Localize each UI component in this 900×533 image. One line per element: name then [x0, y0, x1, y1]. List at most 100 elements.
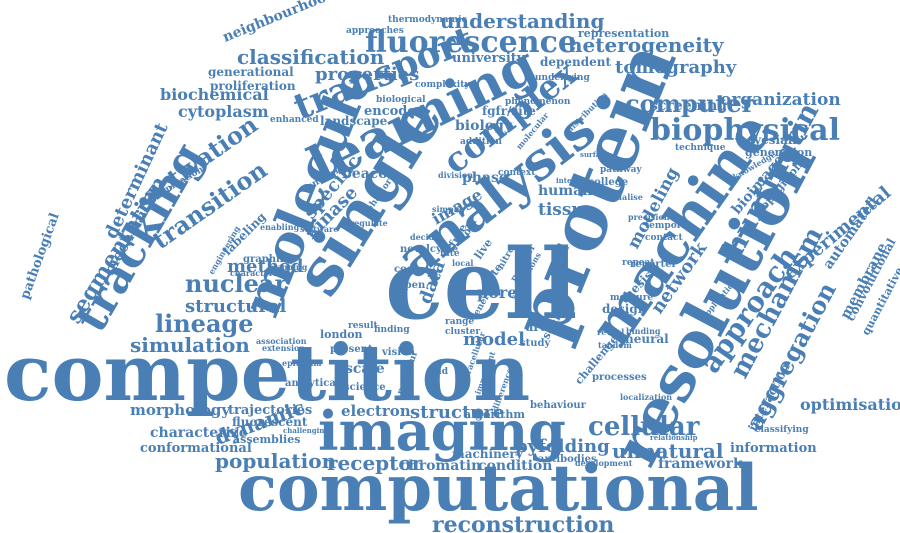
cloud-word-repeat: repeat — [622, 258, 655, 268]
cloud-word-challenging: challenging — [283, 426, 329, 435]
cloud-word-phenomenon: phenomenon — [505, 97, 571, 107]
cloud-word-fate: fate — [440, 249, 460, 259]
cloud-word-receptor: receptor — [327, 451, 423, 475]
cloud-word-lineage: lineage — [155, 309, 254, 338]
cloud-word-condition: condition — [478, 458, 552, 474]
cloud-word-association: association — [256, 336, 307, 346]
cloud-word-complexity: complexity — [415, 80, 470, 90]
cloud-word-measure: measure — [610, 293, 653, 303]
cloud-word-university: university — [452, 51, 525, 66]
cloud-word-representation: representation — [578, 27, 669, 40]
cloud-word-generation: generation — [745, 146, 812, 159]
cloud-word-nuclear: nuclear — [185, 269, 287, 298]
cloud-word-computational: computational — [238, 451, 759, 526]
cloud-word-model: model — [463, 329, 525, 350]
cloud-word-antibodies: antibodies — [538, 454, 597, 465]
cloud-word-development: development — [575, 458, 633, 468]
cloud-word-bayesian: bayesian — [738, 133, 797, 147]
cloud-word-division: division — [438, 170, 473, 180]
cloud-word-proliferation: proliferation — [210, 79, 296, 93]
cloud-word-approaches: approaches — [346, 26, 404, 36]
cloud-word-extension: extension — [262, 343, 305, 353]
cloud-word-framework: framework — [658, 456, 743, 472]
cloud-word-design: design — [602, 302, 647, 316]
cloud-word-understanding: understanding — [440, 9, 604, 33]
cloud-word-human: human — [538, 183, 592, 199]
cloud-word-context: context — [498, 168, 536, 178]
cloud-word-epithelia: epithelia — [282, 358, 322, 368]
cloud-word-acid: acid — [427, 367, 449, 377]
cloud-word-biochemical: biochemical — [160, 85, 269, 104]
cloud-word-precision: precision — [628, 212, 670, 222]
cloud-word-heterogeneity: heterogeneity — [568, 33, 725, 57]
cloud-word-phase: phase — [462, 170, 508, 186]
cloud-word-cell: cell — [385, 228, 577, 341]
cloud-word-result: result — [348, 321, 378, 331]
cloud-word-neighbourhood: neighbourhood — [221, 0, 338, 46]
cloud-word-optimisation: optimisation — [800, 395, 900, 414]
cloud-word-method: method — [227, 256, 304, 277]
cloud-word-biophysical: biophysical — [650, 113, 840, 148]
cloud-word-finding: finding — [374, 325, 410, 335]
cloud-word-local: local — [452, 258, 473, 268]
cloud-word-binding: binding — [626, 326, 661, 336]
cloud-word-enabling: enabling — [260, 222, 300, 232]
cloud-word-imaging: imaging — [318, 399, 566, 463]
cloud-word-relationship: relationship — [650, 433, 698, 442]
cloud-word-unnatural: unnatural — [612, 439, 724, 463]
cloud-word-decide: decide — [410, 232, 439, 242]
cloud-word-contact: contact — [645, 233, 683, 243]
cloud-word-science: science — [344, 382, 386, 393]
cloud-word-fluorescent: fluorescent — [232, 415, 308, 429]
cloud-word-trajectories: trajectories — [228, 403, 312, 418]
cloud-word-biology: biology — [455, 118, 513, 134]
cloud-word-mapping: mapping — [268, 262, 308, 272]
cloud-word-pathway: pathway — [600, 165, 642, 175]
cloud-word-technique: technique — [675, 143, 726, 153]
cloud-word-information: information — [730, 441, 817, 456]
cloud-word-organization: organization — [720, 90, 841, 110]
cloud-word-biological: biological — [376, 95, 426, 105]
cloud-word-tomography: tomography — [615, 57, 737, 78]
cloud-word-cellular: cellular — [588, 412, 700, 442]
cloud-word-cluster: cluster — [445, 327, 480, 337]
cloud-word-algorithm: algorithm — [464, 408, 525, 421]
cloud-word-code: code — [394, 264, 420, 275]
cloud-word-encoded: encoded — [364, 104, 425, 119]
cloud-word-internal: internal — [556, 176, 588, 185]
cloud-word-reporter: reporter — [630, 259, 678, 270]
cloud-word-simple: simple — [432, 204, 462, 214]
cloud-word-localization: localization — [620, 392, 672, 402]
cloud-word-fgfr-site: fgfr/site — [482, 104, 536, 118]
cloud-word-drug: drug — [525, 320, 557, 334]
cloud-word-visualise: visualise — [603, 192, 643, 202]
cloud-word-vision: vision — [381, 347, 416, 358]
cloud-word-population: population — [215, 449, 337, 473]
cloud-word-characterize: characterize — [150, 425, 248, 441]
cloud-word-assemblies: assemblies — [233, 433, 300, 446]
cloud-word-tandem: tandem — [598, 340, 632, 350]
cloud-word-london: london — [320, 328, 363, 341]
cloud-word-computer: computer — [625, 89, 755, 118]
cloud-word-pathological: pathological — [18, 211, 63, 301]
cloud-word-competition: competition — [4, 328, 530, 419]
cloud-word-morphology: morphology — [130, 401, 231, 419]
cloud-word-software: software — [300, 224, 338, 234]
cloud-word-dependent: dependent — [540, 55, 612, 69]
cloud-word-enhanced: enhanced — [270, 115, 319, 125]
cloud-word-generational: generational — [208, 65, 294, 79]
cloud-word-cytoplasm: cytoplasm — [178, 102, 269, 121]
cloud-word-range: range — [445, 317, 474, 327]
cloud-word-fluorescence: fluorescence — [365, 25, 577, 60]
cloud-word-college: college — [588, 177, 628, 188]
cloud-word-underlying: underlying — [535, 73, 590, 83]
cloud-word-scale: scale — [345, 361, 385, 377]
cloud-word-surface: surface — [580, 150, 610, 159]
cloud-word-study: study — [520, 338, 552, 349]
cloud-word-structure: structure — [410, 402, 504, 423]
cloud-word-chromatin: chromatin — [400, 458, 481, 474]
cloud-word-properties: properties — [315, 64, 419, 85]
cloud-word-beacon: beacon — [342, 166, 398, 182]
